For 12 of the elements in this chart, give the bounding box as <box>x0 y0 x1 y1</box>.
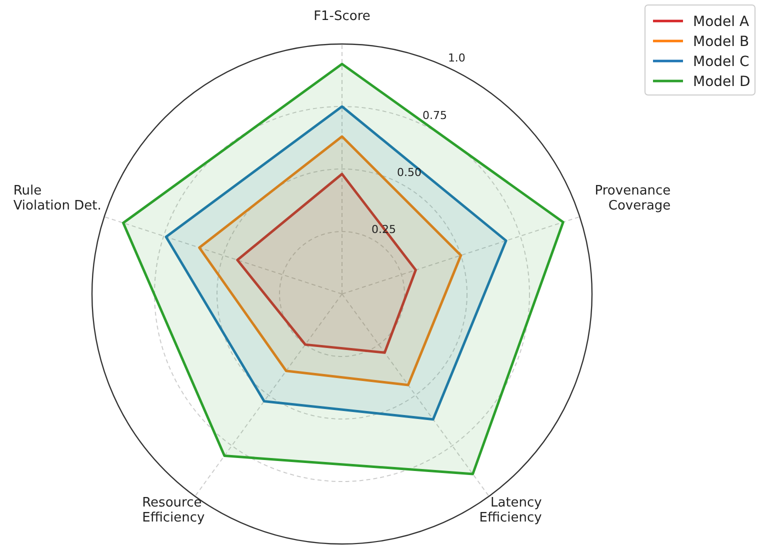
legend-label: Model B <box>693 34 750 50</box>
y-tick-label: 1.0 <box>448 52 466 65</box>
spoke-label: Provenance Coverage <box>594 183 671 214</box>
y-tick-label: 0.75 <box>422 108 447 122</box>
legend-label: Model C <box>693 54 750 70</box>
y-tick-label: 0.50 <box>396 166 422 179</box>
spoke-label: F1-Score <box>314 9 370 24</box>
spoke-label: Rule Violation Det. <box>13 183 102 214</box>
legend-label: Model D <box>693 74 750 90</box>
spoke-label: Resource Efficiency <box>142 496 206 526</box>
legend-label: Model A <box>693 14 750 30</box>
spoke-label: Latency Efficiency <box>479 496 542 526</box>
